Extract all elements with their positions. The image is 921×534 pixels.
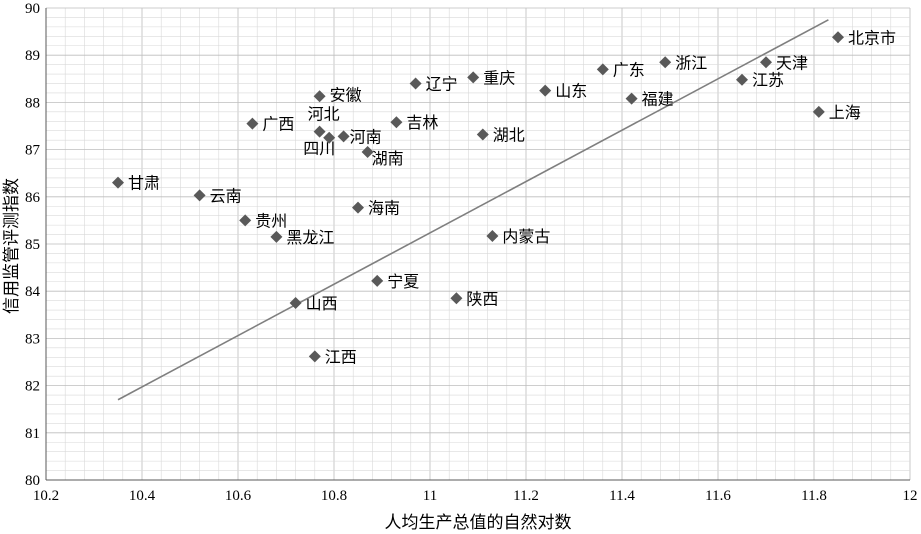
- point-label: 福建: [642, 90, 674, 109]
- data-point: [659, 56, 672, 69]
- data-point: [625, 92, 638, 105]
- point-label: 甘肃: [128, 174, 160, 193]
- data-point: [308, 350, 321, 363]
- point-label: 上海: [829, 103, 861, 122]
- x-tick-label: 10.6: [225, 488, 252, 504]
- x-axis-title: 人均生产总值的自然对数: [385, 513, 572, 533]
- point-label: 宁夏: [387, 272, 419, 291]
- data-point: [390, 116, 403, 129]
- point-label: 内蒙古: [502, 227, 550, 246]
- data-point: [239, 214, 252, 227]
- y-tick-label: 90: [25, 1, 40, 17]
- x-tick-labels: 10.2 10.4 10.6 10.8 11 11.2 11.4 11.6 11.8 12: [33, 488, 918, 504]
- y-tick-label: 83: [25, 331, 40, 347]
- point-label: 浙江: [675, 53, 707, 72]
- data-point: [337, 130, 350, 143]
- y-tick-label: 82: [25, 379, 40, 395]
- data-point: [812, 105, 825, 118]
- data-point: [246, 117, 259, 130]
- point-label: 安徽: [330, 85, 362, 104]
- data-point: [486, 229, 499, 242]
- point-label: 湖南: [372, 149, 404, 168]
- point-label: 山东: [555, 82, 587, 101]
- point-label: 四川: [303, 139, 335, 158]
- y-axis-title: 信用监管评测指数: [2, 178, 22, 314]
- point-label: 重庆: [483, 68, 515, 87]
- y-tick-label: 86: [25, 190, 41, 206]
- data-point: [596, 63, 609, 76]
- data-points: [112, 31, 844, 363]
- y-tick-labels: 80 81 82 83 84 85 86 87 88 89 90: [25, 1, 41, 489]
- data-point: [539, 84, 552, 97]
- point-label: 北京市: [848, 28, 896, 47]
- x-tick-label: 10.4: [129, 488, 156, 504]
- point-label: 云南: [210, 186, 242, 205]
- data-point: [476, 128, 489, 141]
- x-tick-label: 11.8: [801, 488, 827, 504]
- point-label: 陕西: [466, 289, 498, 308]
- data-point: [313, 125, 326, 138]
- point-label: 河南: [350, 127, 382, 146]
- trend-line: [117, 19, 829, 401]
- x-tick-label: 12: [903, 488, 918, 504]
- point-label: 江西: [325, 347, 357, 366]
- data-point: [361, 145, 374, 158]
- point-label: 贵州: [255, 211, 287, 230]
- point-label: 广西: [262, 115, 294, 134]
- point-label: 吉林: [406, 113, 438, 132]
- y-tick-label: 80: [25, 473, 40, 489]
- y-tick-label: 84: [25, 284, 41, 300]
- data-point: [270, 230, 283, 243]
- point-label: 江苏: [752, 71, 784, 90]
- point-label: 广东: [613, 60, 645, 79]
- x-tick-label: 11.2: [513, 488, 539, 504]
- data-point: [371, 274, 384, 287]
- point-label: 辽宁: [426, 75, 458, 94]
- point-label: 河北: [308, 105, 340, 124]
- y-tick-label: 89: [25, 48, 40, 64]
- y-tick-label: 88: [25, 95, 40, 111]
- data-point: [832, 31, 844, 44]
- y-tick-label: 87: [25, 143, 41, 159]
- point-label: 山西: [306, 294, 338, 313]
- data-point: [289, 297, 302, 309]
- x-tick-label: 11.4: [609, 488, 635, 504]
- x-tick-label: 11.6: [705, 488, 731, 504]
- point-label: 天津: [776, 53, 808, 72]
- data-point: [450, 292, 463, 305]
- point-label: 湖北: [493, 125, 525, 144]
- x-tick-label: 11: [423, 488, 437, 504]
- data-point: [409, 77, 422, 90]
- point-label: 海南: [368, 199, 400, 218]
- data-point: [112, 176, 124, 189]
- data-point: [313, 90, 326, 103]
- y-tick-label: 81: [25, 426, 40, 442]
- y-tick-label: 85: [25, 237, 40, 253]
- data-point: [193, 189, 206, 202]
- data-point: [760, 56, 772, 69]
- x-tick-label: 10.8: [321, 488, 347, 504]
- point-label: 黑龙江: [286, 228, 334, 247]
- x-tick-label: 10.2: [33, 488, 59, 504]
- data-point: [323, 131, 336, 144]
- axes: [45, 8, 910, 481]
- data-point: [736, 73, 748, 86]
- data-point: [352, 201, 364, 214]
- data-point: [467, 71, 480, 84]
